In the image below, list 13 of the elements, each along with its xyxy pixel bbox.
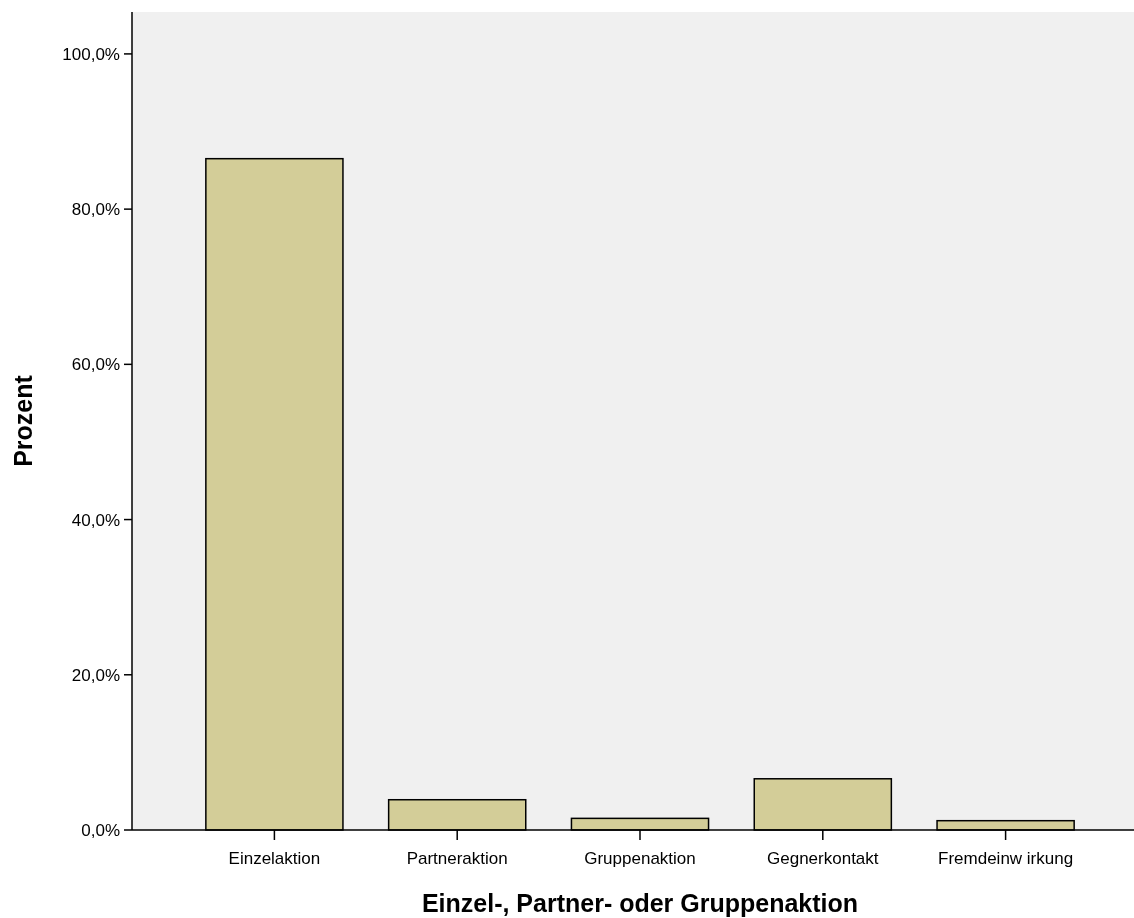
y-tick-label: 20,0% [71,665,120,685]
y-axis-title: Prozent [9,374,37,467]
y-tick-label: 60,0% [71,355,120,375]
y-tick-label: 100,0% [62,44,120,64]
x-tick-label: Einzelaktion [228,849,321,868]
x-axis-title: Einzel-, Partner- oder Gruppenaktion [421,889,859,917]
y-tick-label: 80,0% [71,200,120,220]
x-tick-label: Gegnerkontakt [767,849,879,868]
x-tick-label: Partneraktion [406,849,508,868]
y-tick-label: 0,0% [81,820,120,840]
y-tick-label: 40,0% [71,510,120,530]
x-tick-label: Gruppenaktion [584,849,696,868]
x-tick-label: Fremdeinw irkung [938,849,1074,868]
